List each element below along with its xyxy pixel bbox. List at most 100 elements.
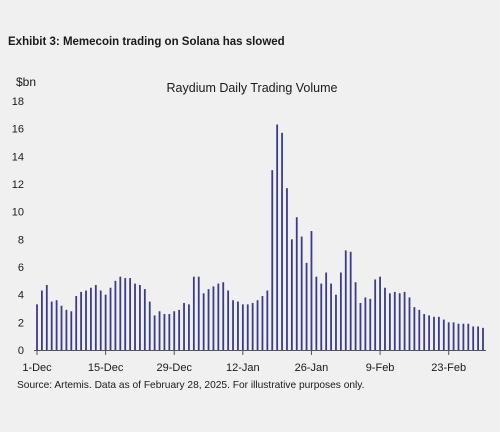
bar	[192, 276, 195, 350]
y-axis-unit-label: $bn	[16, 75, 36, 89]
bar	[384, 287, 386, 350]
bar	[241, 304, 244, 350]
bar	[349, 251, 352, 350]
x-tick-label: 15-Dec	[88, 362, 124, 374]
y-tick-label: 0	[18, 345, 24, 357]
y-tick-label: 2	[18, 317, 24, 329]
x-tick-label: 12-Jan	[226, 362, 260, 374]
bar	[261, 296, 264, 350]
bar	[281, 132, 283, 350]
bar	[65, 309, 68, 350]
bar	[423, 314, 426, 350]
bar	[80, 291, 83, 350]
bar	[276, 124, 279, 351]
bar	[330, 283, 332, 350]
bar	[300, 236, 303, 350]
bar	[109, 287, 112, 350]
bar	[310, 231, 313, 350]
bar	[202, 293, 205, 350]
x-tick-label: 29-Dec	[156, 362, 192, 374]
bar	[437, 316, 440, 350]
bar	[41, 290, 43, 350]
bar	[462, 323, 465, 350]
bar	[315, 276, 318, 350]
bar	[388, 293, 391, 350]
bar	[129, 278, 132, 350]
bar	[290, 239, 293, 350]
bar	[158, 311, 161, 350]
bar	[36, 304, 38, 350]
x-tick-label: 9-Feb	[366, 362, 395, 374]
bar	[408, 297, 411, 350]
bar	[188, 304, 190, 350]
bar	[217, 283, 220, 350]
bar	[447, 322, 450, 350]
bar	[60, 305, 63, 350]
bar	[50, 301, 53, 350]
exhibit-title: Exhibit 3: Memecoin trading on Solana ha…	[8, 36, 285, 48]
bar	[339, 272, 342, 350]
source-note: Source: Artemis. Data as of February 28,…	[17, 380, 365, 391]
bar	[418, 309, 421, 350]
bar	[433, 316, 435, 350]
y-tick-label: 8	[18, 234, 24, 246]
bar	[477, 326, 479, 350]
x-tick-label: 23-Feb	[431, 362, 466, 374]
bar	[379, 276, 381, 350]
bar	[286, 188, 288, 350]
bar	[207, 289, 210, 350]
y-tick-label: 16	[12, 124, 24, 136]
bar	[369, 298, 372, 350]
bar	[305, 262, 308, 350]
bar	[467, 323, 470, 350]
bar	[99, 290, 102, 350]
bar	[163, 314, 166, 350]
bar	[344, 250, 347, 350]
bar	[227, 290, 230, 350]
bar	[335, 294, 337, 350]
bar	[403, 291, 406, 350]
bar	[139, 284, 141, 350]
x-tick-label: 1-Dec	[22, 362, 52, 374]
bar	[104, 294, 107, 350]
bar	[452, 322, 455, 350]
bar	[354, 282, 357, 350]
bar	[320, 283, 323, 350]
bar-series	[36, 124, 484, 351]
bar	[442, 319, 445, 350]
bar	[472, 326, 475, 350]
x-axis-ticks: 1-Dec 15-Dec 29-Dec 12-Jan 26-Jan 9-Feb 23-Feb	[22, 350, 466, 374]
bar	[271, 170, 274, 350]
y-tick-label: 14	[12, 151, 24, 163]
bar	[119, 276, 122, 350]
bar	[232, 300, 234, 350]
bar	[143, 289, 146, 350]
bar	[148, 301, 151, 350]
chart-title: Raydium Daily Trading Volume	[167, 81, 338, 95]
bar	[256, 300, 259, 350]
bar	[197, 276, 200, 350]
bar	[374, 279, 377, 350]
bar	[364, 297, 367, 350]
bar	[94, 284, 97, 350]
y-tick-label: 12	[12, 179, 24, 191]
bar	[237, 301, 239, 350]
bar	[325, 272, 328, 350]
bar	[393, 291, 396, 350]
bar	[75, 296, 78, 350]
bar	[153, 315, 156, 350]
y-tick-label: 6	[18, 262, 24, 274]
bar	[295, 217, 298, 350]
bar	[222, 282, 225, 350]
bar	[359, 302, 362, 350]
bar	[178, 309, 181, 350]
bar	[266, 290, 269, 350]
bar	[134, 283, 136, 350]
bar	[45, 284, 48, 350]
x-tick-label: 26-Jan	[295, 362, 329, 374]
bar	[457, 323, 460, 350]
bar	[183, 302, 185, 350]
bar	[428, 315, 430, 350]
bar	[212, 286, 215, 350]
